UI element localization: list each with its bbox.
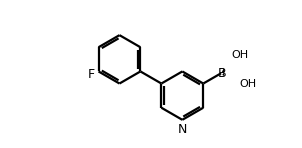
Text: OH: OH [232,50,249,60]
Text: OH: OH [239,79,256,89]
Text: N: N [178,123,187,136]
Text: F: F [88,67,95,81]
Text: B: B [218,67,226,80]
